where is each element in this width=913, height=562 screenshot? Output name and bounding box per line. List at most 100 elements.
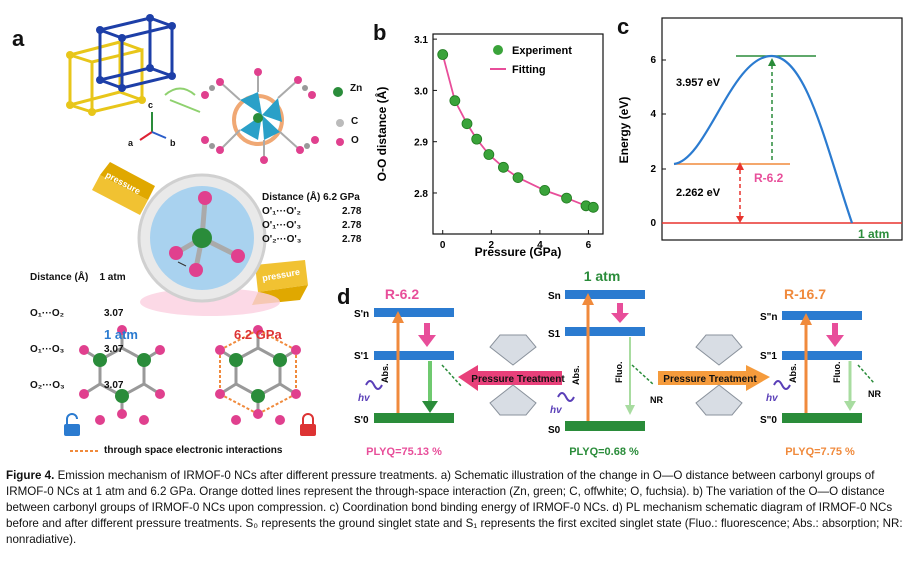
data-point [587,201,599,213]
panel-b-chart: 2.8 2.9 3.0 3.1 0 2 4 6 Experiment Fitting Pre… [374,33,604,259]
abs-label-right: Abs. [788,363,798,383]
wave-right [773,380,791,390]
wave-mid [557,392,575,402]
y-tick-label: 3.0 [414,86,428,97]
cube-blue [98,16,174,90]
legend-experiment-label: Experiment [512,45,572,57]
y-axis-label: O-O distance (Å) [374,87,389,182]
svg-text:4: 4 [650,109,656,120]
state-mid-s0: S0 [548,425,561,436]
title-r167: R-16.7 [784,286,826,302]
y-tick-label: 3.1 [414,35,428,46]
svg-text:6: 6 [650,55,656,66]
o-legend-icon [336,138,344,146]
wave-left [365,380,383,390]
level-mid-sn [565,290,645,299]
y-tick-label: 2.8 [414,189,428,200]
ring-structure-62gpa [215,325,301,425]
svg-text:Pressure Treatment: Pressure Treatment [663,374,757,385]
data-point [539,185,551,196]
unlock-icon [64,413,80,436]
label-62gpa: 6.2 GPa [234,327,282,342]
state-right-s0: S"0 [760,415,777,426]
level-left-s0 [374,413,454,423]
state-mid-sn: Sn [548,291,561,302]
data-point [461,118,473,130]
state-right-s1: S"1 [760,351,777,362]
diamond-icon-right [695,334,743,416]
label-1atm: 1 atm [104,327,138,342]
label-2262: 2.262 eV [676,187,721,199]
distance-table-62gpa: Distance (Å) 6.2 GPa O'₁···O'₂ 2.78 O'₁··… [262,192,362,245]
zn-legend-icon [333,87,343,97]
x-axis-label: Pressure (GPa) [475,245,562,259]
state-left-sn: S'n [354,309,369,320]
nr-mid [631,364,655,386]
plyq-mid: PLYQ=0.68 % [569,446,639,458]
svg-text:0: 0 [650,218,656,229]
energy-frame [661,17,903,241]
atom-label-zn: Zn [350,83,363,94]
data-point [437,49,449,60]
pressure-treatment-arrow-left: Pressure Treatment [458,365,565,391]
nr-left [441,364,463,388]
x-tick-label: 2 [489,240,495,251]
state-right-sn: S"n [760,312,778,323]
data-point [471,133,483,145]
level-right-s1 [782,351,862,360]
state-mid-s1: S1 [548,329,561,340]
pressure-treatment-arrow-right: Pressure Treatment [658,365,770,391]
plot-frame [432,33,604,235]
state-left-s1: S'1 [354,351,369,362]
svg-text:2: 2 [650,164,656,175]
data-point [483,149,495,160]
title-1atm: 1 atm [584,268,621,284]
x-tick-label: 0 [440,240,446,251]
lock-icon [300,413,316,436]
level-left-s1 [374,351,454,360]
legend-fitting-label: Fitting [512,64,546,76]
state-left-s0: S'0 [354,415,369,426]
c-legend-icon [336,119,344,127]
hv-left: hv [358,393,371,404]
atom-label-c: C [351,116,359,127]
legend-through-space: through space electronic interactions [104,445,283,456]
caption-figure-label: Figure 4. [6,469,55,482]
pressure-arrow-top [92,162,155,215]
nr-right [857,364,875,384]
x-tick-label: 6 [586,240,592,251]
ring-structure-1atm [79,325,165,425]
axis-label-c: c [148,100,154,110]
cube-yellow [68,40,144,114]
figure-caption: Figure 4. Emission mechanism of IRMOF-0 … [6,468,906,548]
panel-c-chart: 0 2 4 6 3.957 eV 2.262 eV R-6.2 1 atm En… [617,17,903,241]
zn4o-cluster [201,68,319,164]
level-right-sn [782,311,862,320]
plyq-right: PLYQ=7.75 % [785,446,855,458]
axis-label-a: a [128,138,134,148]
axes-icon [139,112,167,141]
caption-text: Emission mechanism of IRMOF-0 NCs after … [6,469,903,546]
legend-experiment-marker [493,45,503,55]
svg-text:Pressure Treatment: Pressure Treatment [471,374,565,385]
level-left-sn [374,308,454,317]
relax-left [418,323,436,347]
relax-right [826,323,844,347]
axis-label-b: b [170,138,176,148]
panel-letter-a: a [12,26,25,51]
energy-yticks: 0 2 4 6 [650,55,656,229]
energy-axis-label: Energy (eV) [617,97,631,164]
y-tick-label: 2.9 [414,138,428,149]
level-right-s0 [782,413,862,423]
hv-right: hv [766,393,779,404]
label-1atm-c: 1 atm [858,227,889,241]
carbonate-molecule [169,191,245,277]
relax-mid [611,303,629,323]
diamond-icon-left [489,334,537,416]
fluo-label-mid: Fluo. [614,362,624,384]
hv-mid: hv [550,405,563,416]
label-r62: R-6.2 [754,171,784,185]
fitting-curve [441,54,594,209]
nr-label-mid: NR [650,395,663,405]
x-tick-label: 4 [537,240,543,251]
